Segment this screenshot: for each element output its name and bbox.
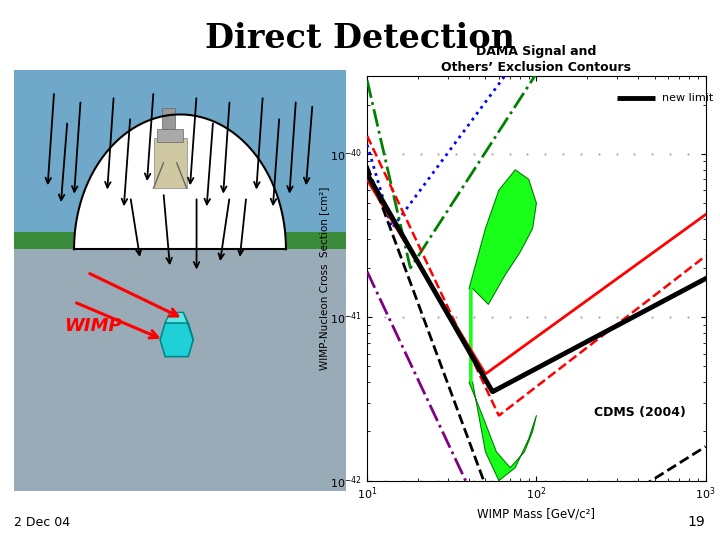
Text: new limit: new limit bbox=[662, 93, 713, 103]
Bar bbox=[14, 232, 346, 249]
Text: 19: 19 bbox=[688, 515, 706, 529]
Bar bbox=[153, 138, 186, 188]
Polygon shape bbox=[165, 312, 189, 323]
Y-axis label: WIMP-Nucleon Cross  Section [cm²]: WIMP-Nucleon Cross Section [cm²] bbox=[319, 186, 329, 370]
Text: WIMP: WIMP bbox=[64, 318, 122, 335]
Bar bbox=[162, 108, 175, 129]
Bar bbox=[14, 70, 346, 239]
Polygon shape bbox=[469, 170, 536, 481]
Text: 2 Dec 04: 2 Dec 04 bbox=[14, 516, 71, 529]
Polygon shape bbox=[160, 323, 193, 356]
X-axis label: WIMP Mass [GeV/c²]: WIMP Mass [GeV/c²] bbox=[477, 508, 595, 521]
Text: CDMS (2004): CDMS (2004) bbox=[594, 406, 686, 419]
Bar bbox=[157, 129, 184, 142]
Text: Direct Detection: Direct Detection bbox=[205, 22, 515, 55]
Polygon shape bbox=[74, 114, 286, 249]
Title: DAMA Signal and
Others’ Exclusion Contours: DAMA Signal and Others’ Exclusion Contou… bbox=[441, 45, 631, 75]
